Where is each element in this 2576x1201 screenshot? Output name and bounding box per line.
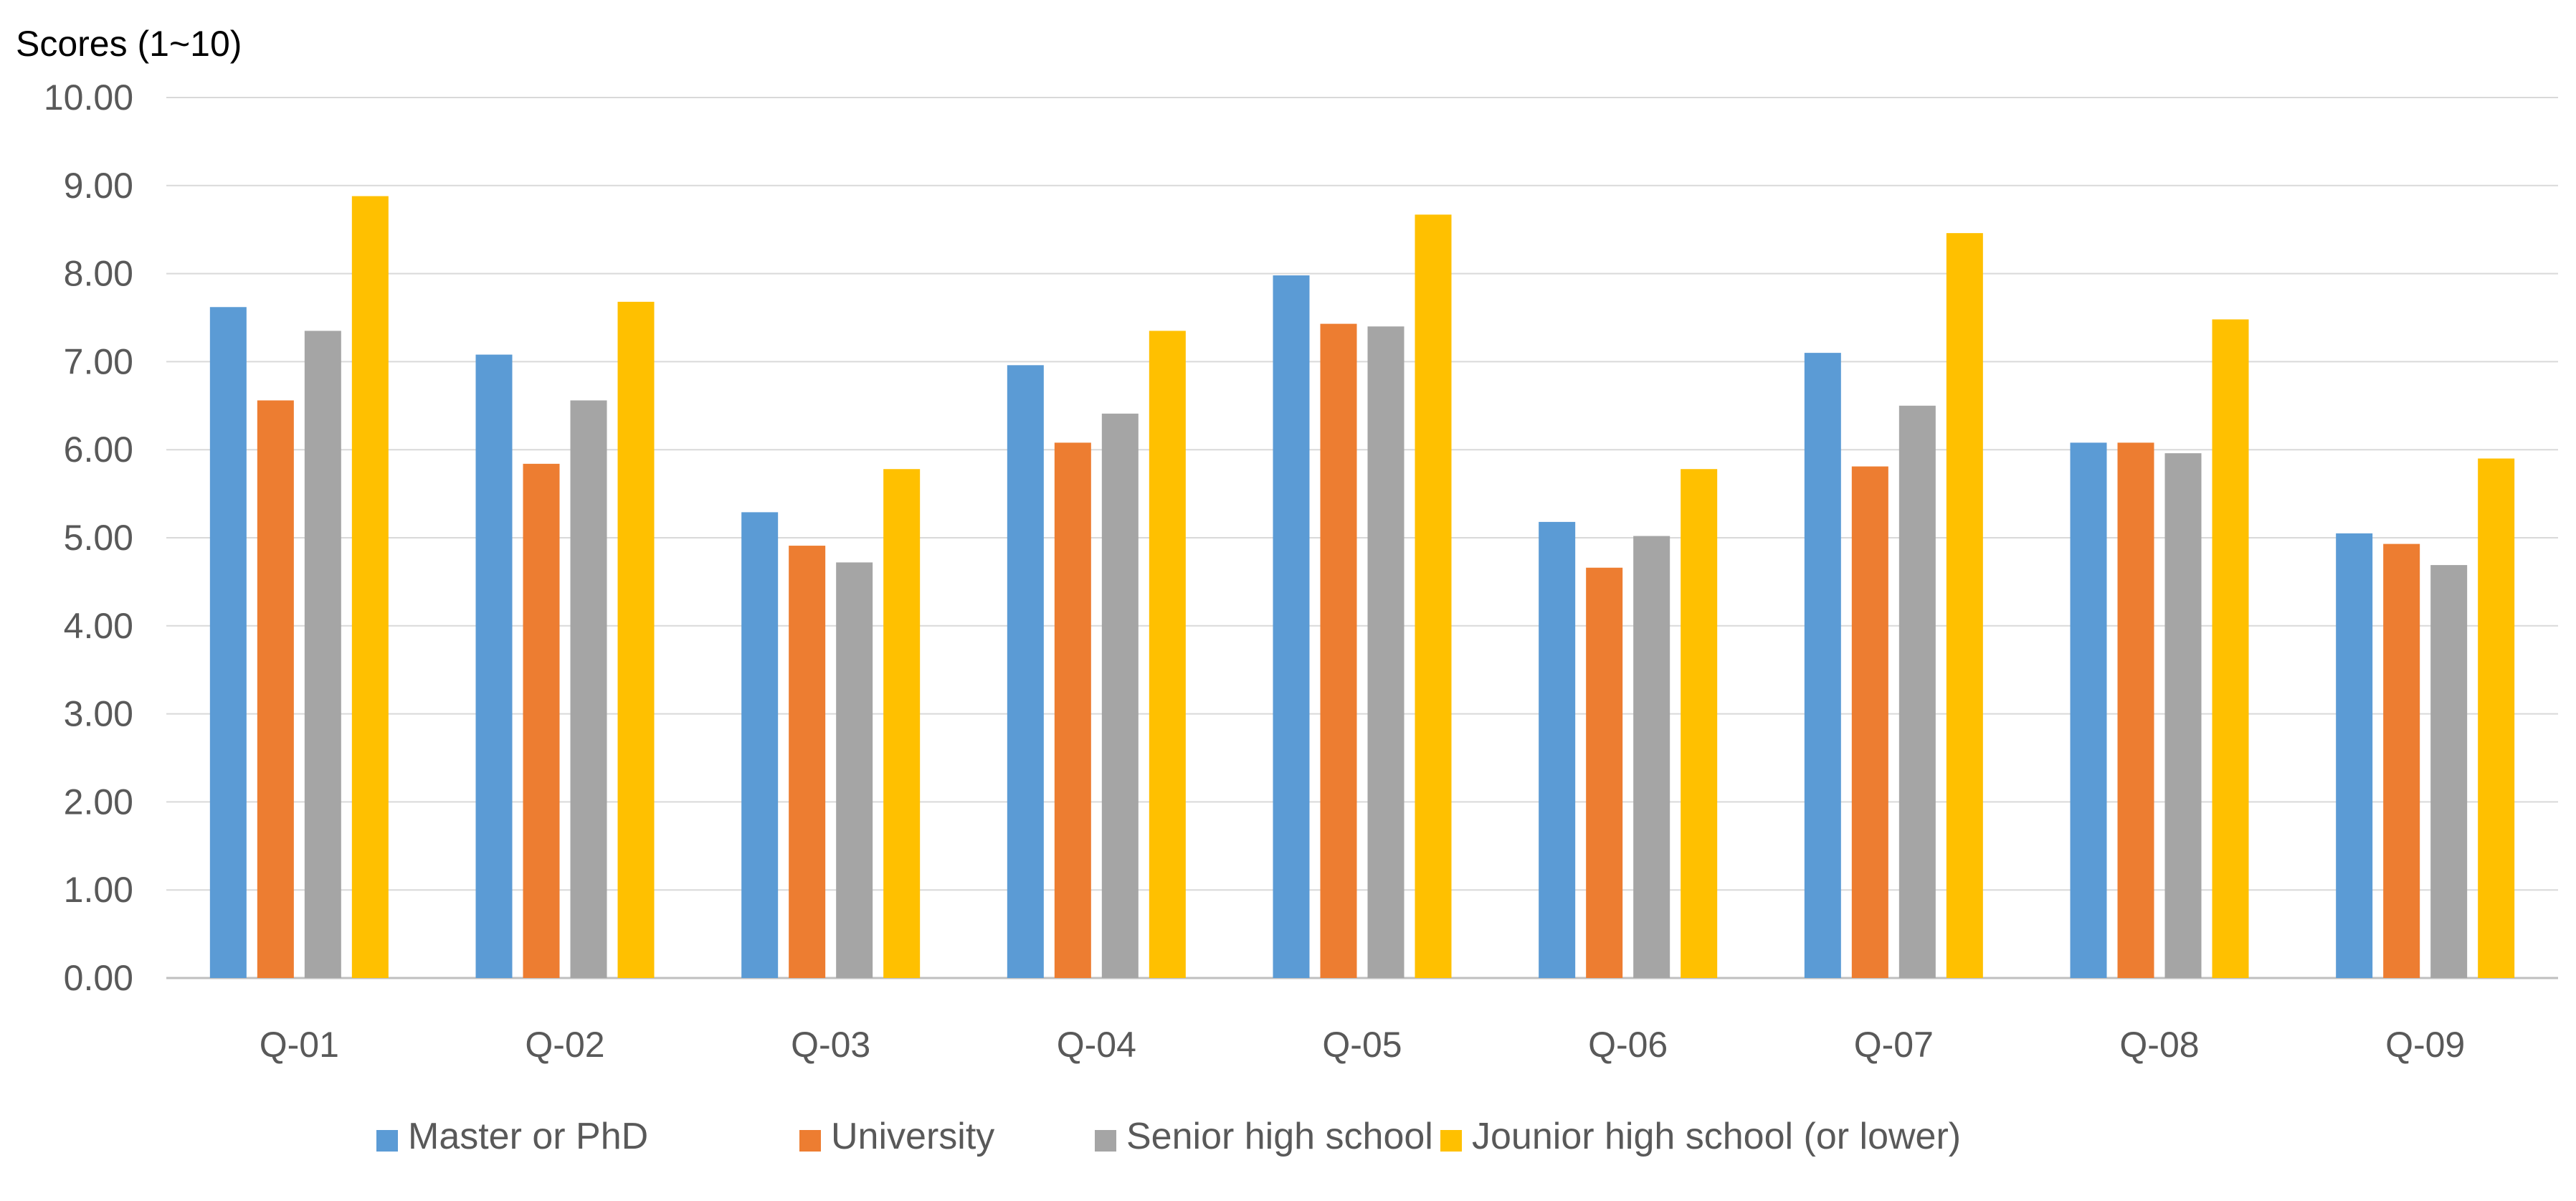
y-tick-label: 7.00 — [64, 341, 133, 381]
legend-label: Master or PhD — [408, 1116, 648, 1157]
y-tick-label: 2.00 — [64, 782, 133, 822]
x-tick-label: Q-01 — [260, 1025, 339, 1065]
legend-swatch — [1095, 1130, 1116, 1152]
legend-swatch — [1440, 1130, 1462, 1152]
legend-item: University — [799, 1116, 994, 1157]
y-tick-label: 10.00 — [44, 77, 133, 118]
bar — [1007, 365, 1044, 978]
legend-swatch — [376, 1130, 398, 1152]
bar — [1539, 521, 1576, 978]
bar — [2070, 442, 2107, 978]
bar — [789, 546, 826, 978]
bar — [617, 301, 655, 978]
legend-item: Master or PhD — [376, 1116, 648, 1157]
y-tick-label: 0.00 — [64, 958, 133, 998]
bar — [475, 354, 513, 978]
legend-label: Jounior high school (or lower) — [1472, 1116, 1961, 1157]
bar — [2336, 533, 2373, 978]
bar — [570, 400, 607, 978]
y-tick-label: 3.00 — [64, 694, 133, 734]
x-tick-label: Q-08 — [2119, 1025, 2199, 1065]
bar — [1946, 233, 1983, 978]
bar — [351, 196, 389, 978]
bar — [2212, 319, 2249, 978]
bar — [1320, 323, 1357, 978]
bar — [1273, 275, 1310, 978]
bar — [883, 469, 921, 978]
bar — [1149, 331, 1186, 978]
bar — [2430, 565, 2468, 978]
bars — [209, 196, 2515, 979]
y-tick-label: 9.00 — [64, 166, 133, 206]
bar — [209, 307, 247, 978]
x-tick-label: Q-05 — [1322, 1025, 1402, 1065]
bar — [836, 562, 873, 978]
x-tick-label: Q-06 — [1588, 1025, 1668, 1065]
bar — [1101, 413, 1139, 978]
bar — [1851, 466, 1888, 978]
legend-label: University — [831, 1116, 994, 1157]
y-tick-label: 1.00 — [64, 870, 133, 910]
bar — [257, 400, 294, 978]
bar — [1054, 442, 1091, 978]
y-axis-title: Scores (1~10) — [16, 24, 242, 64]
bar — [304, 331, 341, 978]
bar — [1633, 536, 1670, 978]
bar — [1586, 567, 1623, 978]
bar — [1898, 405, 1936, 978]
bar — [1415, 214, 1452, 979]
y-tick-label: 8.00 — [64, 254, 133, 294]
y-axis-ticks: 0.00 1.00 2.00 3.00 4.00 5.00 6.00 7.00 8.00 9.00… — [44, 77, 133, 998]
y-tick-label: 6.00 — [64, 429, 133, 470]
y-tick-label: 5.00 — [64, 518, 133, 558]
legend: Master or PhD University Senior high schoo… — [376, 1116, 1961, 1157]
legend-label: Senior high school — [1126, 1116, 1433, 1157]
bar — [1804, 353, 1841, 978]
bar — [2383, 543, 2420, 978]
x-tick-label: Q-02 — [525, 1025, 604, 1065]
legend-item: Senior high school — [1095, 1116, 1433, 1157]
bar — [2478, 458, 2515, 978]
x-tick-label: Q-07 — [1854, 1025, 1934, 1065]
bar — [2117, 442, 2154, 978]
bar — [2164, 453, 2202, 978]
x-tick-label: Q-03 — [791, 1025, 870, 1065]
legend-item: Jounior high school (or lower) — [1440, 1116, 1961, 1157]
x-axis-ticks: Q-01 Q-02 Q-03 Q-04 Q-05 Q-06 Q-07 Q-08 Q-09 — [260, 1025, 2466, 1065]
legend-swatch — [799, 1130, 821, 1152]
gridlines — [166, 97, 2558, 979]
y-tick-label: 4.00 — [64, 606, 133, 646]
bar — [741, 512, 779, 978]
bar — [523, 463, 560, 978]
x-tick-label: Q-09 — [2385, 1025, 2465, 1065]
bar — [1367, 326, 1405, 978]
x-tick-label: Q-04 — [1057, 1025, 1136, 1065]
bar — [1681, 469, 1718, 978]
